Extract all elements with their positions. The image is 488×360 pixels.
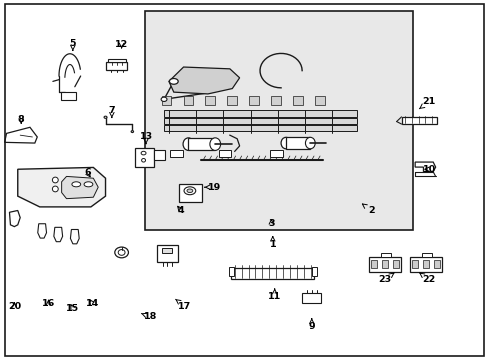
Bar [183, 96, 193, 105]
Text: 8: 8 [18, 115, 24, 124]
Polygon shape [38, 224, 46, 238]
Text: 23: 23 [378, 273, 393, 284]
Text: 1: 1 [269, 237, 276, 249]
Bar [433, 260, 439, 268]
Bar [401, 117, 436, 124]
Text: 20: 20 [8, 302, 21, 311]
Bar [163, 118, 356, 124]
Polygon shape [4, 127, 37, 143]
Text: 12: 12 [115, 40, 128, 49]
Text: 21: 21 [419, 97, 434, 109]
Polygon shape [18, 167, 105, 207]
Ellipse shape [183, 187, 195, 195]
Bar [409, 257, 441, 272]
Ellipse shape [52, 177, 58, 183]
Text: 17: 17 [175, 299, 191, 311]
Ellipse shape [84, 182, 93, 187]
Polygon shape [70, 229, 79, 244]
Text: 22: 22 [419, 273, 434, 284]
Bar [249, 96, 259, 105]
Bar [381, 260, 387, 268]
Bar [227, 96, 237, 105]
Bar [411, 260, 417, 268]
Polygon shape [61, 176, 98, 199]
Bar [161, 248, 172, 253]
Ellipse shape [141, 151, 146, 155]
Bar [157, 245, 178, 262]
Text: 11: 11 [267, 289, 281, 301]
Bar [231, 268, 314, 279]
Text: 13: 13 [139, 132, 152, 144]
Bar [170, 150, 182, 157]
Bar [271, 96, 281, 105]
Text: 7: 7 [108, 105, 115, 117]
Bar [422, 253, 431, 257]
Ellipse shape [115, 247, 128, 258]
Bar [163, 111, 356, 117]
Ellipse shape [72, 182, 81, 187]
Text: 4: 4 [177, 206, 184, 215]
Polygon shape [54, 227, 62, 242]
Bar [61, 93, 76, 100]
Bar [285, 137, 310, 149]
Text: 18: 18 [141, 312, 157, 321]
Bar [154, 149, 164, 160]
Polygon shape [414, 162, 435, 172]
Bar [219, 150, 231, 157]
Bar [163, 125, 356, 131]
Ellipse shape [142, 158, 145, 162]
Text: 9: 9 [308, 319, 314, 331]
Bar [392, 260, 398, 268]
Bar [135, 148, 154, 167]
Bar [380, 253, 390, 257]
Ellipse shape [161, 97, 166, 102]
Bar [315, 96, 325, 105]
Bar [205, 96, 215, 105]
Bar [228, 267, 233, 276]
Polygon shape [168, 67, 239, 94]
Ellipse shape [131, 131, 133, 132]
Text: 5: 5 [69, 39, 76, 50]
Text: 14: 14 [85, 299, 99, 308]
Bar [106, 62, 127, 69]
Ellipse shape [118, 249, 125, 255]
Bar [188, 138, 215, 150]
Bar [422, 260, 428, 268]
Text: 6: 6 [84, 168, 91, 177]
Text: 2: 2 [362, 204, 374, 215]
Ellipse shape [281, 137, 290, 149]
Ellipse shape [186, 189, 192, 193]
Bar [368, 257, 400, 272]
Bar [178, 184, 202, 202]
Ellipse shape [305, 137, 315, 149]
Text: 19: 19 [204, 183, 221, 192]
Text: 15: 15 [66, 304, 79, 313]
Bar [302, 293, 320, 303]
Ellipse shape [52, 186, 58, 192]
Bar [144, 12, 412, 230]
Bar [108, 59, 125, 62]
Ellipse shape [209, 138, 220, 150]
Ellipse shape [169, 78, 178, 84]
Bar [270, 150, 282, 157]
Bar [293, 96, 303, 105]
Ellipse shape [183, 138, 193, 150]
Polygon shape [9, 211, 20, 226]
Text: 3: 3 [267, 219, 274, 228]
Bar [311, 267, 316, 276]
Ellipse shape [104, 116, 107, 118]
Text: 10: 10 [423, 165, 435, 174]
Bar [161, 96, 171, 105]
Bar [370, 260, 376, 268]
Text: 16: 16 [42, 299, 55, 308]
